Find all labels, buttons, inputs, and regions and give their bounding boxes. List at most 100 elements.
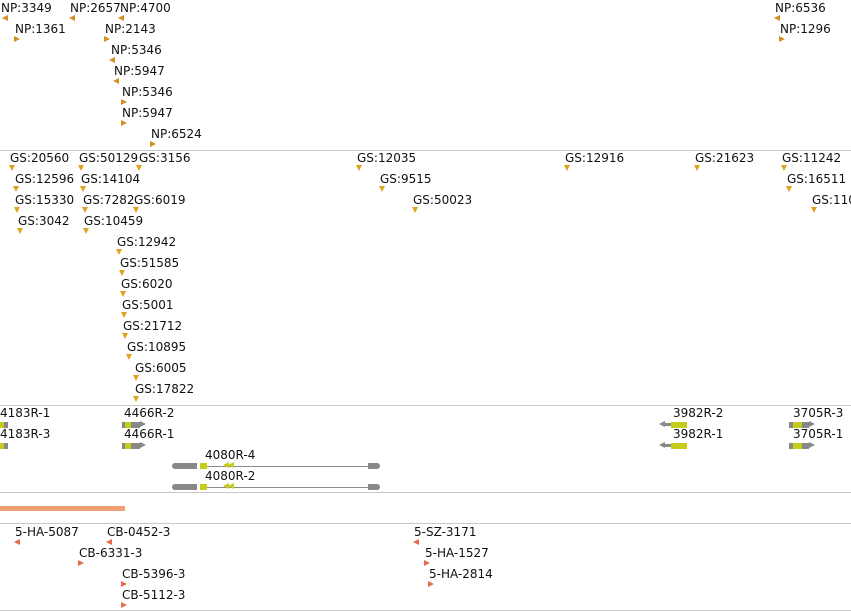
sample-marker-icon[interactable] [424,560,430,566]
gene-cds[interactable] [671,422,687,428]
gs-marker-label[interactable]: GS:6020 [121,277,173,291]
gs-marker-label[interactable]: GS:110 [812,193,851,207]
gs-marker-icon[interactable] [379,186,385,192]
gene-exon[interactable] [665,423,671,426]
sample-marker-icon[interactable] [78,560,84,566]
gs-marker-label[interactable]: GS:21623 [695,151,755,165]
np-marker-label[interactable]: NP:6524 [151,127,202,141]
gs-marker-icon[interactable] [694,165,700,171]
np-marker-right-icon[interactable] [779,36,785,42]
sample-marker-label[interactable]: CB-6331-3 [79,546,143,560]
gene-exon[interactable] [368,463,380,469]
gs-marker-label[interactable]: GS:12596 [15,172,75,186]
np-marker-left-icon[interactable] [774,15,780,21]
gene-exon[interactable] [368,484,380,490]
gs-marker-label[interactable]: GS:50129 [79,151,139,165]
gs-marker-icon[interactable] [786,186,792,192]
sample-marker-label[interactable]: 5-HA-5087 [15,525,79,539]
coverage-bar[interactable] [0,506,125,511]
np-marker-right-icon[interactable] [121,120,127,126]
gs-marker-label[interactable]: GS:50023 [413,193,473,207]
np-marker-right-icon[interactable] [150,141,156,147]
gs-marker-label[interactable]: GS:9515 [380,172,432,186]
np-marker-label[interactable]: NP:2657 [70,1,121,15]
gene-label[interactable]: 3705R-1 [793,427,844,441]
gs-marker-label[interactable]: GS:3042 [18,214,70,228]
np-marker-label[interactable]: NP:5947 [114,64,165,78]
gene-cds[interactable] [200,463,207,469]
gs-marker-label[interactable]: GS:10459 [84,214,144,228]
gs-marker-label[interactable]: GS:10895 [127,340,187,354]
sample-marker-label[interactable]: CB-5112-3 [122,588,186,602]
gene-cds[interactable] [0,422,4,428]
gene-exon[interactable] [0,443,8,449]
np-marker-label[interactable]: NP:1296 [780,22,831,36]
gs-marker-label[interactable]: GS:20560 [10,151,70,165]
gene-exon[interactable] [0,422,8,428]
gs-marker-label[interactable]: GS:12916 [565,151,625,165]
np-marker-left-icon[interactable] [109,57,115,63]
gene-exon[interactable] [172,484,197,490]
gene-cds[interactable] [793,443,802,449]
gene-label[interactable]: 4466R-1 [124,427,175,441]
gene-label[interactable]: 3982R-2 [673,406,724,420]
gene-cds[interactable] [793,422,802,428]
gs-marker-icon[interactable] [356,165,362,171]
gs-marker-icon[interactable] [133,396,139,402]
gs-marker-icon[interactable] [412,207,418,213]
np-marker-right-icon[interactable] [14,36,20,42]
gene-label[interactable]: 4183R-1 [0,406,51,420]
gs-marker-icon[interactable] [13,186,19,192]
gs-marker-icon[interactable] [82,207,88,213]
gs-marker-icon[interactable] [121,312,127,318]
gs-marker-label[interactable]: GS:12942 [117,235,177,249]
np-marker-label[interactable]: NP:3349 [1,1,52,15]
sample-marker-icon[interactable] [121,602,127,608]
np-marker-label[interactable]: NP:5947 [122,106,173,120]
gene-exon[interactable] [172,463,197,469]
gs-marker-label[interactable]: GS:6005 [135,361,187,375]
sample-marker-icon[interactable] [106,539,112,545]
gs-marker-label[interactable]: GS:5001 [122,298,174,312]
gs-marker-label[interactable]: GS:21712 [123,319,183,333]
np-marker-label[interactable]: NP:4700 [120,1,171,15]
gs-marker-icon[interactable] [136,165,142,171]
gs-marker-icon[interactable] [126,354,132,360]
gs-marker-icon[interactable] [564,165,570,171]
np-marker-right-icon[interactable] [104,36,110,42]
gs-marker-label[interactable]: GS:14104 [81,172,141,186]
gs-marker-icon[interactable] [133,207,139,213]
gene-exon[interactable] [122,443,140,449]
np-marker-label[interactable]: NP:5346 [111,43,162,57]
sample-marker-label[interactable]: 5-SZ-3171 [414,525,477,539]
gs-marker-icon[interactable] [811,207,817,213]
gs-marker-icon[interactable] [122,333,128,339]
gene-label[interactable]: 4080R-4 [205,448,256,462]
gene-exon[interactable] [122,422,140,428]
gene-cds[interactable] [0,443,4,449]
sample-marker-icon[interactable] [14,539,20,545]
sample-marker-label[interactable]: 5-HA-1527 [425,546,489,560]
gs-marker-label[interactable]: GS:17822 [135,382,195,396]
gene-cds[interactable] [671,443,687,449]
sample-marker-label[interactable]: CB-0452-3 [107,525,171,539]
gs-marker-icon[interactable] [83,228,89,234]
sample-marker-icon[interactable] [413,539,419,545]
gs-marker-icon[interactable] [17,228,23,234]
gene-label[interactable]: 4080R-2 [205,469,256,483]
np-marker-label[interactable]: NP:6536 [775,1,826,15]
gs-marker-icon[interactable] [781,165,787,171]
np-marker-left-icon[interactable] [113,78,119,84]
gene-label[interactable]: 4466R-2 [124,406,175,420]
np-marker-label[interactable]: NP:2143 [105,22,156,36]
gs-marker-label[interactable]: GS:6019 [134,193,186,207]
gs-marker-label[interactable]: GS:12035 [357,151,417,165]
gs-marker-icon[interactable] [133,375,139,381]
gs-marker-label[interactable]: GS:51585 [120,256,180,270]
gs-marker-icon[interactable] [120,291,126,297]
np-marker-label[interactable]: NP:5346 [122,85,173,99]
np-marker-left-icon[interactable] [2,15,8,21]
gs-marker-icon[interactable] [119,270,125,276]
gs-marker-icon[interactable] [9,165,15,171]
gs-marker-label[interactable]: GS:11242 [782,151,842,165]
